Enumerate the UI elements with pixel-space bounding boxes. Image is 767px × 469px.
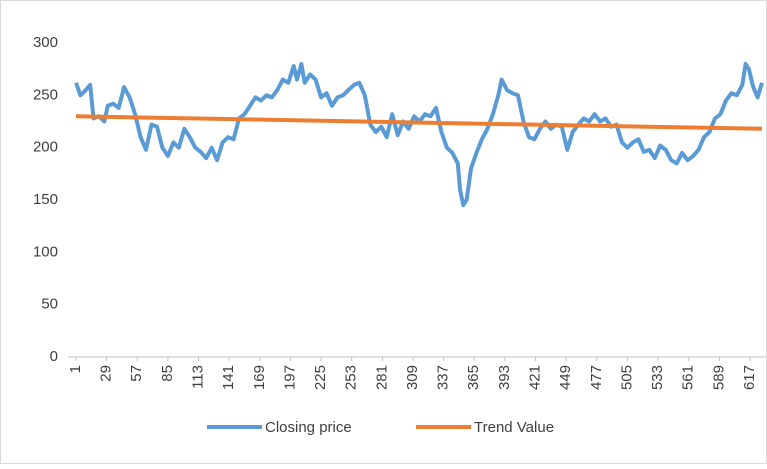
x-tick-label: 617 — [741, 365, 758, 390]
x-tick-label: 421 — [526, 365, 543, 390]
x-tick-label: 393 — [496, 365, 513, 390]
x-tick-label: 281 — [373, 365, 390, 390]
x-tick-label: 337 — [435, 365, 452, 390]
y-tick-label: 100 — [33, 243, 58, 260]
x-tick-label: 225 — [312, 365, 329, 390]
y-tick-label: 0 — [50, 348, 58, 365]
x-tick-label: 1 — [67, 365, 84, 373]
x-tick-label: 197 — [281, 365, 298, 390]
line-series — [75, 114, 763, 131]
x-tick-label: 589 — [710, 365, 727, 390]
x-tick-label: 505 — [618, 365, 635, 390]
x-tick-label: 533 — [649, 365, 666, 390]
y-tick-label: 300 — [33, 34, 58, 51]
x-tick-label: 253 — [343, 365, 360, 390]
x-tick-label: 449 — [557, 365, 574, 390]
y-tick-label: 250 — [33, 86, 58, 103]
x-tick-label: 477 — [588, 365, 605, 390]
x-tick-label: 169 — [251, 365, 268, 390]
x-tick-label: 57 — [128, 365, 145, 382]
x-tick-label: 113 — [190, 365, 207, 389]
legend-label: Trend Value — [474, 419, 554, 436]
x-tick-label: 141 — [220, 365, 237, 390]
x-tick-label: 85 — [159, 365, 176, 382]
y-tick-label: 150 — [33, 191, 58, 208]
legend-label: Closing price — [265, 419, 352, 436]
x-tick-label: 29 — [98, 365, 115, 382]
x-tick-label: 561 — [680, 365, 697, 390]
x-tick-label: 309 — [404, 365, 421, 390]
line-series — [74, 61, 764, 208]
y-tick-label: 200 — [33, 139, 58, 156]
x-tick-label: 365 — [465, 365, 482, 390]
y-tick-label: 50 — [41, 296, 58, 313]
